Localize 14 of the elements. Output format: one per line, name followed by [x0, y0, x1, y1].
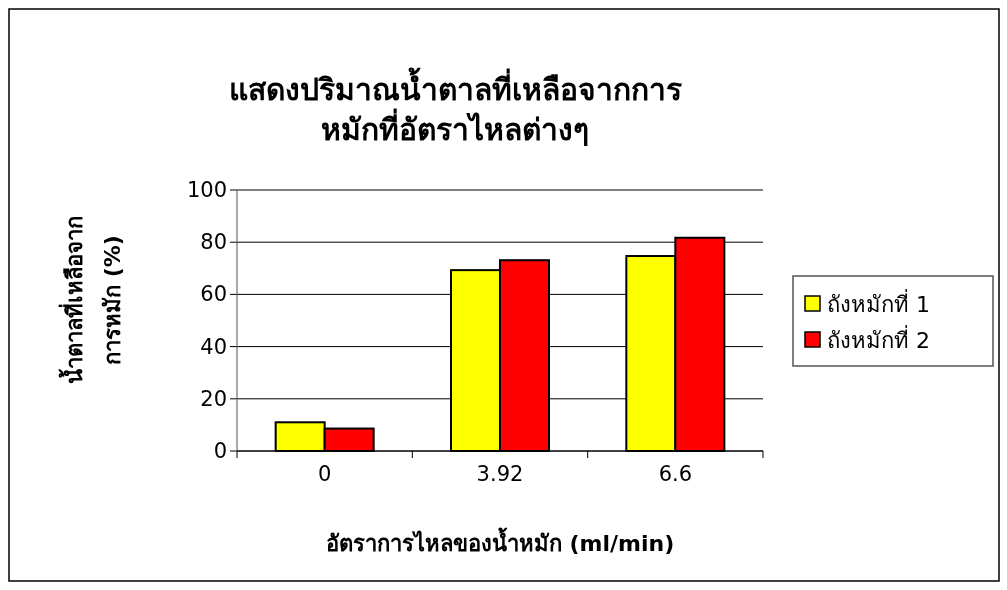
- y-tick-label: 40: [200, 334, 227, 359]
- y-tick-label: 80: [200, 230, 227, 255]
- y-tick-label: 60: [200, 282, 227, 307]
- chart-title: แสดงปริมาณน้ำตาลที่เหลือจากการ หมักที่อัตราไหลต่างๆ: [228, 67, 682, 147]
- x-tick-label: 3.92: [476, 462, 524, 486]
- x-axis-title: อัตราการไหลของน้ำหมัก (ml/min): [325, 527, 675, 556]
- y-tick-label: 20: [200, 386, 227, 411]
- y-tick-label: 0: [213, 439, 227, 463]
- x-tick-label: 6.6: [658, 462, 693, 486]
- y-tick-label: 100: [186, 178, 227, 202]
- x-tick-label: 0: [317, 462, 332, 486]
- legend-label: ถังหมักที่ 1: [827, 289, 930, 317]
- y-axis-title: น้ำตาลที่เหลือจาก การหมัก (%): [58, 216, 125, 384]
- legend-label: ถังหมักที่ 2: [827, 325, 930, 353]
